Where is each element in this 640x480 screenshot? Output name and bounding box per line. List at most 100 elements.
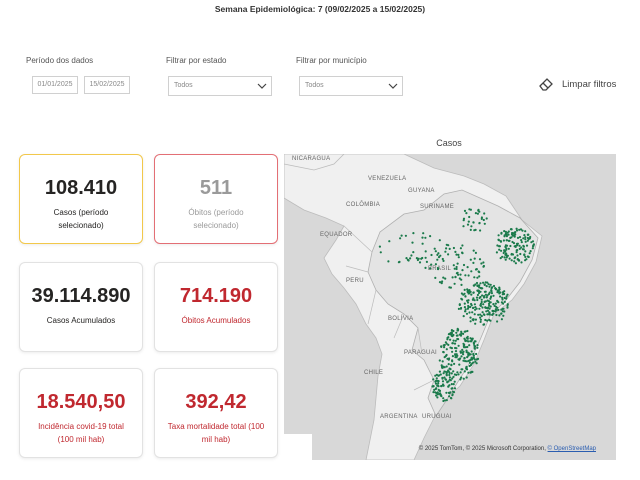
case-dot: [476, 346, 479, 349]
case-dot: [526, 239, 529, 242]
case-dot: [505, 256, 508, 259]
case-dot: [441, 377, 444, 380]
case-dot: [488, 313, 491, 316]
case-dot: [514, 231, 517, 234]
case-dot: [489, 305, 492, 308]
case-dot: [415, 257, 418, 260]
case-dot: [472, 356, 475, 359]
case-dot: [483, 313, 486, 316]
case-dot: [470, 293, 473, 296]
map-canvas[interactable]: NICARAGUA VENEZUELA COLÔMBIA GUYANA SURI…: [284, 154, 616, 460]
case-dot: [480, 262, 483, 265]
case-dot: [445, 399, 448, 402]
case-dot: [505, 239, 508, 242]
case-dot: [440, 395, 443, 398]
case-dot: [476, 212, 479, 215]
municipality-filter-select[interactable]: Todos: [299, 76, 403, 96]
cases-map[interactable]: NICARAGUA VENEZUELA COLÔMBIA GUYANA SURI…: [284, 154, 616, 460]
case-dot: [472, 361, 475, 364]
case-dot: [479, 316, 482, 319]
case-dot: [448, 247, 451, 250]
case-dot: [482, 296, 486, 299]
state-filter-value: Todos: [174, 82, 193, 89]
case-dot: [479, 313, 482, 316]
case-dot: [531, 247, 534, 250]
case-dot: [496, 289, 499, 292]
case-dot: [505, 244, 509, 247]
case-dot: [447, 391, 450, 394]
case-dot: [498, 314, 501, 317]
case-dot: [452, 329, 455, 333]
case-dot: [464, 339, 467, 343]
date-start-input[interactable]: 01/01/2025: [32, 76, 78, 94]
case-dot: [463, 288, 466, 291]
clear-filters-button[interactable]: Limpar filtros: [538, 76, 620, 94]
case-dot: [500, 318, 503, 321]
case-dot: [477, 291, 481, 295]
case-dot: [457, 344, 460, 347]
case-dot: [492, 284, 496, 288]
label-equador: EQUADOR: [320, 232, 353, 238]
case-dot: [500, 312, 503, 315]
case-dot: [522, 237, 525, 240]
case-dot: [463, 357, 466, 360]
case-dot: [484, 281, 487, 284]
case-dot: [455, 253, 458, 256]
case-dot: [524, 259, 527, 262]
case-dot: [474, 212, 477, 215]
case-dot: [432, 378, 435, 381]
case-dot: [481, 287, 484, 290]
case-dot: [484, 293, 487, 296]
case-dot: [407, 259, 410, 262]
map-attribution: © 2025 TomTom, © 2025 Microsoft Corporat…: [419, 446, 596, 452]
case-dot: [506, 306, 509, 309]
case-dot: [435, 394, 438, 397]
case-dot: [388, 240, 391, 243]
card-cases-period: 108.410 Casos (período selecionado): [19, 154, 143, 244]
deaths-period-label: Óbitos (período selecionado): [188, 208, 244, 230]
case-dot: [502, 239, 505, 242]
case-dot: [451, 355, 454, 358]
case-dot: [529, 235, 532, 239]
label-colombia: COLÔMBIA: [346, 201, 380, 208]
case-dot: [457, 256, 460, 259]
case-dot: [424, 256, 427, 259]
label-venezuela: VENEZUELA: [368, 176, 406, 182]
case-dot: [465, 368, 468, 371]
case-dot: [499, 291, 502, 294]
openstreetmap-link[interactable]: © OpenStreetMap: [547, 446, 596, 452]
case-dot: [455, 331, 458, 334]
case-dot: [494, 287, 497, 290]
case-dot: [470, 270, 473, 273]
case-dot: [444, 277, 447, 280]
state-filter-label: Filtrar por estado: [166, 56, 227, 65]
case-dot: [472, 352, 475, 356]
case-dot: [445, 353, 448, 357]
case-dot: [438, 239, 441, 242]
case-dot: [399, 237, 402, 240]
case-dot: [450, 387, 453, 390]
case-dot: [526, 236, 529, 240]
case-dot: [444, 378, 448, 381]
state-filter-select[interactable]: Todos: [168, 76, 272, 96]
case-dot: [469, 363, 473, 367]
case-dot: [379, 251, 382, 254]
case-dot: [469, 290, 472, 293]
case-dot: [442, 399, 445, 403]
case-dot: [503, 235, 506, 238]
case-dot: [448, 378, 451, 381]
case-dot: [467, 299, 470, 302]
case-dot: [439, 254, 442, 257]
period-label: Período dos dados: [26, 56, 94, 65]
case-dot: [495, 251, 498, 254]
case-dot: [449, 286, 452, 289]
case-dot: [436, 391, 439, 394]
case-dot: [436, 258, 439, 261]
case-dot: [467, 352, 471, 355]
case-dot: [527, 255, 530, 259]
case-dot: [489, 283, 492, 286]
case-dot: [434, 250, 437, 253]
date-end-input[interactable]: 15/02/2025: [84, 76, 130, 94]
case-dot: [445, 348, 448, 351]
case-dot: [479, 282, 482, 285]
